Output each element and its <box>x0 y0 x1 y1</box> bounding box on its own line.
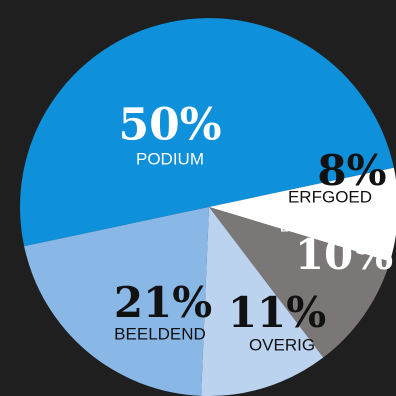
slice-label-beeldend: BEELDEND <box>114 324 206 343</box>
slice-percent-overig: 11% <box>228 288 326 337</box>
pie-slices <box>20 18 396 396</box>
slice-label-erfgoed: ERFGOED <box>288 187 372 206</box>
pie-slice-podium <box>20 18 394 247</box>
pie-slice-erfgoed <box>209 167 396 262</box>
pie-slice-overig <box>201 207 324 396</box>
slice-label-podium: PODIUM <box>136 149 204 168</box>
pie-slice-letteren <box>209 207 390 358</box>
slice-percent-podium: 50% <box>118 100 221 151</box>
slice-percent-letteren: 10% <box>295 230 393 279</box>
slice-label-overig: OVERIG <box>249 335 315 354</box>
slice-percent-erfgoed: 8% <box>317 146 386 195</box>
slice-label-letteren: LETTEREN <box>280 216 369 235</box>
pie-slice-beeldend <box>24 207 210 396</box>
slice-percent-beeldend: 21% <box>114 278 212 327</box>
pie-labels: 50%PODIUM 8%ERFGOED 10%LETTEREN 11%OVERIG 21… <box>114 100 393 355</box>
